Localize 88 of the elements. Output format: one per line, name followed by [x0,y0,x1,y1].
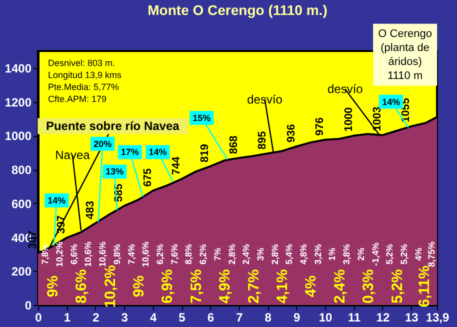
data-label: 675 [142,168,154,187]
annotation: 4,8% [298,244,309,264]
x-tick-label: 1 [64,310,71,324]
annotation: 13% [106,166,124,177]
annotation: 10,2% [54,241,65,267]
data-label: 868 [228,136,240,154]
x-tick-label: 8 [264,310,272,324]
annotation: 5,2% [384,244,395,264]
annotation: 15% [192,112,211,123]
annotation: Navea [55,148,90,162]
data-label: 936 [285,124,298,143]
x-tick-label: 9 [294,310,300,324]
data-label: 819 [199,144,212,162]
annotation: 7,6% [169,244,180,264]
annotation: 6,2% [198,244,208,264]
x-tick-label: 3 [121,310,128,324]
data-label: 483 [84,200,96,220]
x-tick-label: 11 [348,310,361,324]
annotation: 4,9% [216,269,234,304]
data-label: 895 [256,131,269,150]
annotation: 17% [120,147,139,158]
annotation: 7,8% [40,244,50,264]
annotation: 2,8% [270,244,280,264]
annotation: 2,8% [226,244,237,264]
annotation: 6,2% [154,244,165,264]
annotation: 7,4% [126,244,136,264]
y-tick-label: 600 [11,196,32,211]
data-label: 976 [314,117,326,136]
y-tick-label: 800 [11,163,32,178]
annotation: 1% [327,248,338,261]
annotation: 4,1% [274,269,291,304]
y-tick-label: 1200 [4,95,32,110]
data-label: 1003 [371,106,384,132]
chart-title: Monte O Cerengo (1110 m.) [148,2,328,18]
annotation: 8,6% [73,269,90,304]
annotation: O Cerengo (planta de áridos) 1110 m [378,28,432,82]
annotation: 8,75% [426,241,436,267]
annotation: 20% [94,138,112,149]
annotation: -1,4% [370,242,380,266]
x-tick-label: 13 [404,310,419,324]
x-tick-label: 4 [150,310,157,324]
data-label: 744 [170,156,183,176]
annotation: 9% [130,276,148,298]
x-tick-label: 0 [35,310,42,324]
annotation: 9% [44,276,62,298]
annotation: 10,6% [140,241,151,267]
x-tick-label: 10 [318,310,333,324]
annotation: 6,11% [416,266,434,308]
annotation: 6,9% [159,269,176,304]
annotation: 9,8% [112,244,122,264]
annotation: 2,7% [245,269,262,304]
annotation: 2% [356,248,366,261]
annotation: 5,2% [388,269,406,304]
x-tick-label: 2 [92,310,100,324]
y-tick-label: 0 [24,298,32,312]
annotation: 6,6% [68,244,79,264]
annotation: 5,2% [398,244,409,264]
data-label: 1000 [342,107,355,132]
annotation: 3,8% [342,244,352,264]
y-tick-label: 200 [11,264,32,279]
annotation: desvío [247,92,283,106]
annotation: 8,8% [184,244,194,264]
annotation: Desnivel: 803 m. Longitud 13,9 kms Pte.Media: 5,77% Cfte.APM: 179 [48,58,122,104]
annotation: 14% [148,147,167,158]
y-tick-label: 1000 [4,129,32,144]
annotation: 3% [255,248,266,261]
annotation: 14% [48,195,66,206]
y-tick-label: 1400 [4,61,32,76]
annotation: 14% [382,96,400,107]
x-tick-label: 7 [236,310,244,324]
annotation: 7% [212,248,222,261]
annotation: 0,3% [360,269,378,304]
x-tick-label: 6 [207,310,214,324]
annotation: 4% [413,248,424,261]
annotation: 2,4% [331,269,348,304]
annotation: 7,5% [188,269,205,304]
annotation: 10,6% [98,241,108,267]
x-tick-label: 5 [178,310,186,324]
x-tick-label: 12 [376,310,390,324]
annotation: 2,4% [241,244,252,264]
x-tick-label: 13,9 [426,310,450,324]
annotation: 10,2% [102,265,119,308]
annotation: 3,2% [312,244,323,264]
annotation: 10,6% [83,241,94,267]
annotation: 5,4% [284,244,294,264]
annotation: desvío [327,82,364,96]
annotation: Puente sobre río Navea [46,119,180,134]
annotation: 4% [302,276,320,298]
